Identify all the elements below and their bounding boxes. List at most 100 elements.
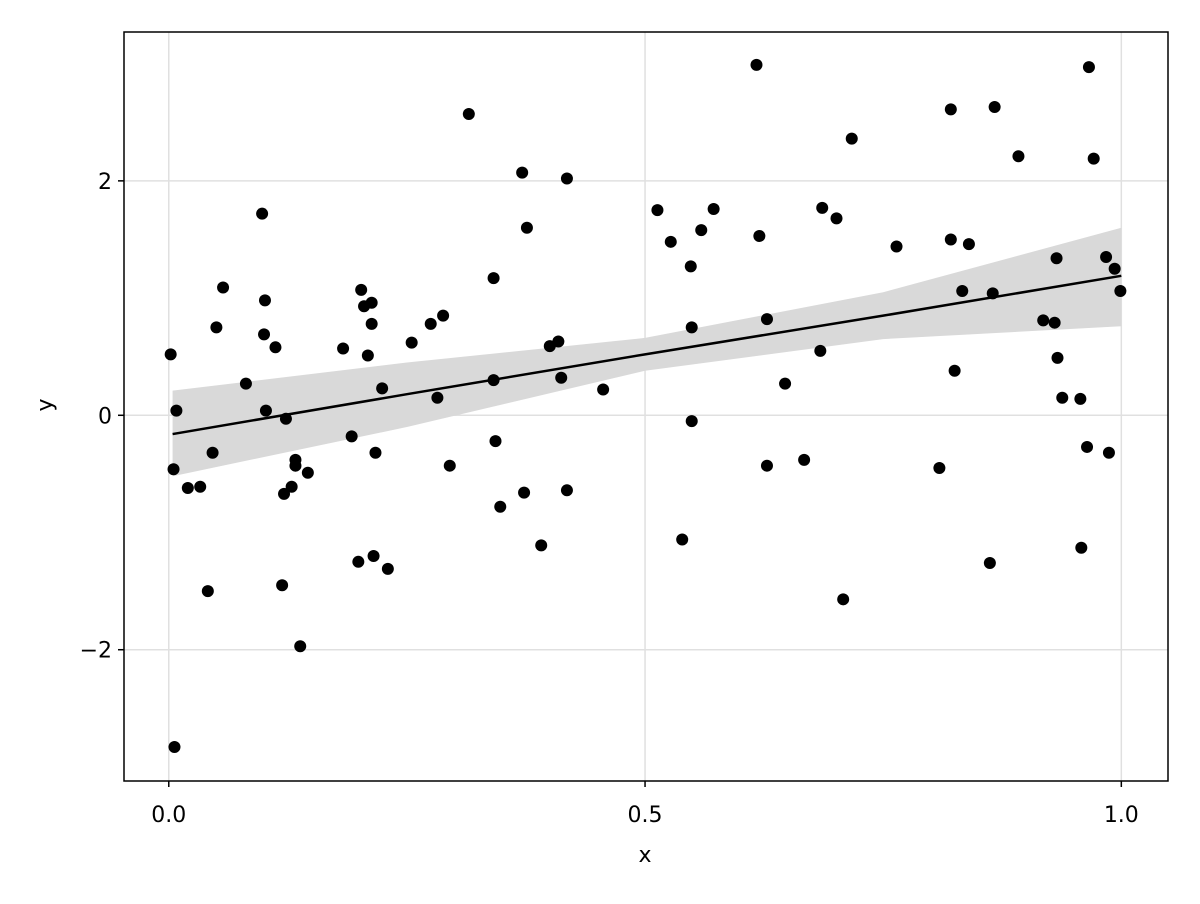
point (779, 377, 792, 390)
y-tick-label: 2 (98, 170, 112, 195)
point (816, 201, 829, 214)
point (301, 466, 314, 479)
point (986, 287, 999, 300)
point (381, 562, 394, 575)
point (206, 446, 219, 459)
point (552, 335, 565, 348)
point (560, 484, 573, 497)
point (837, 593, 850, 606)
point (369, 446, 382, 459)
point (1074, 392, 1087, 405)
point (1100, 251, 1113, 264)
confidence-band (172, 227, 1122, 477)
point (760, 313, 773, 326)
point (168, 741, 181, 754)
x-tick-label: 0.5 (628, 803, 663, 828)
point (276, 579, 289, 592)
point (256, 207, 269, 220)
point (555, 371, 568, 384)
point (279, 412, 292, 425)
point (437, 309, 450, 322)
x-tick-label: 0.0 (151, 803, 186, 828)
point (365, 296, 378, 309)
point (294, 640, 307, 653)
point (1114, 285, 1127, 298)
point (664, 235, 677, 248)
point (798, 453, 811, 466)
fit-line (172, 274, 1122, 436)
point (361, 349, 374, 362)
point (685, 415, 698, 428)
point (181, 481, 194, 494)
point (1087, 152, 1100, 165)
point (443, 459, 456, 472)
point (830, 212, 843, 225)
point (1012, 150, 1025, 163)
point (753, 229, 766, 242)
point (367, 549, 380, 562)
point (1051, 351, 1064, 364)
point (933, 462, 946, 475)
point (516, 166, 529, 179)
point (760, 459, 773, 472)
point (1075, 541, 1088, 554)
point (210, 321, 223, 334)
point (520, 221, 533, 234)
point (535, 539, 548, 552)
point (285, 480, 298, 493)
point (431, 391, 444, 404)
point (750, 58, 763, 71)
point (239, 377, 252, 390)
point (1048, 316, 1061, 329)
point (376, 382, 389, 395)
point (1050, 252, 1063, 265)
point (695, 224, 708, 237)
x-tick-label: 1.0 (1104, 803, 1139, 828)
point (170, 404, 183, 417)
plot-frame (123, 31, 1169, 782)
point (217, 281, 230, 294)
point (956, 285, 969, 298)
y-axis-label: y (33, 398, 58, 411)
x-axis-label: x (638, 843, 651, 868)
point (259, 404, 272, 417)
point (651, 204, 664, 217)
point (462, 108, 475, 121)
point (278, 487, 291, 500)
point (684, 260, 697, 273)
point (944, 233, 957, 246)
point (194, 480, 207, 493)
point (489, 435, 502, 448)
point (487, 374, 500, 387)
point (365, 317, 378, 330)
point (983, 556, 996, 569)
point (355, 283, 368, 296)
point (1082, 61, 1095, 74)
point (685, 321, 698, 334)
point (494, 500, 507, 513)
point (289, 459, 302, 472)
point (1081, 440, 1094, 453)
point (201, 585, 214, 598)
point (405, 336, 418, 349)
point (1056, 391, 1069, 404)
point (1102, 446, 1115, 459)
point (988, 101, 1001, 114)
point (962, 238, 975, 251)
point (258, 294, 271, 307)
point (167, 463, 180, 476)
point (258, 328, 271, 341)
point (487, 272, 500, 285)
point (845, 132, 858, 145)
point (676, 533, 689, 546)
point (352, 555, 365, 568)
point (269, 341, 282, 354)
point (944, 103, 957, 116)
point (948, 364, 961, 377)
point (1037, 314, 1050, 327)
point (560, 172, 573, 185)
y-tick-label: 0 (98, 404, 112, 429)
point (814, 344, 827, 357)
point (424, 317, 437, 330)
point (164, 348, 177, 361)
